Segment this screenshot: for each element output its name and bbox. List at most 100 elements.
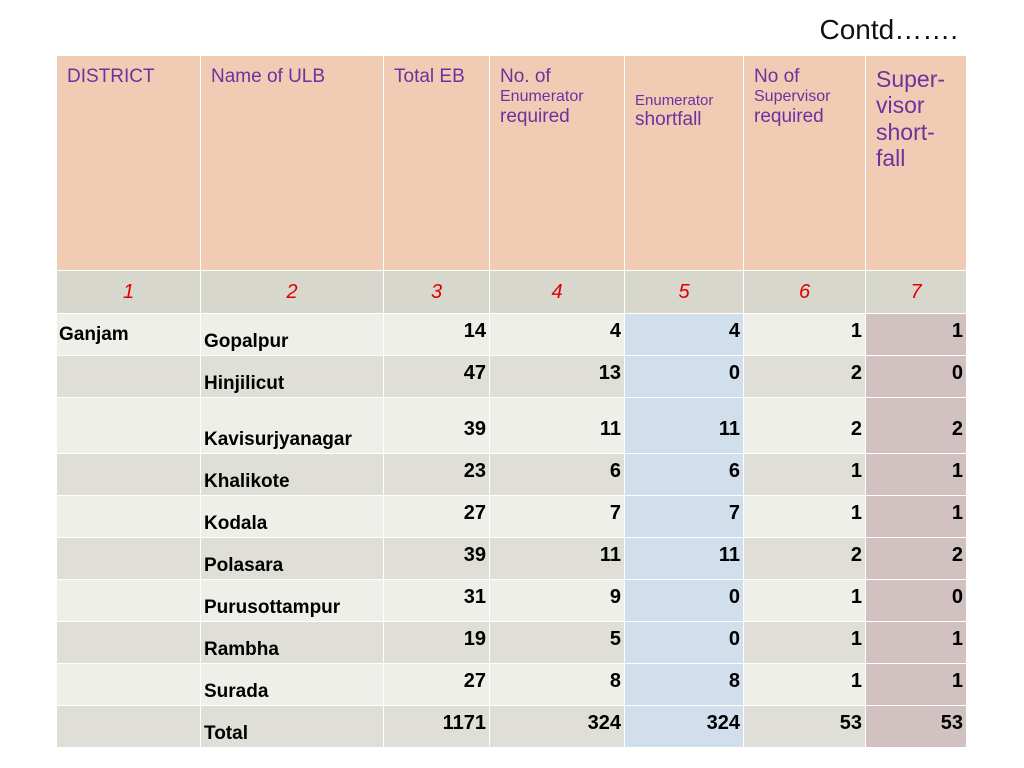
supervisor-required-cell: 2 [743, 397, 866, 454]
header-supervisor-required-line3: required [754, 106, 824, 128]
district-cell [56, 663, 201, 706]
table-row: Khalikote 23 6 6 1 1 [56, 453, 967, 496]
enumerator-required-cell: 13 [489, 355, 625, 398]
enumerator-required-cell: 4 [489, 313, 625, 356]
district-cell [56, 453, 201, 496]
column-number-row: 1 2 3 4 5 6 7 [56, 270, 967, 314]
header-enumerator-shortfall-line1: Enumerator [635, 92, 714, 109]
table-row: Kavisurjyanagar 39 11 11 2 2 [56, 397, 967, 454]
ulb-name: Rambha [204, 639, 279, 660]
supervisor-required-cell: 1 [743, 663, 866, 706]
table-row: Purusottampur 31 9 0 1 0 [56, 579, 967, 622]
enumerator-required-cell: 5 [489, 621, 625, 664]
ulb-enumerator-table: DISTRICT Name of ULB Total EB No. of Enu… [56, 55, 967, 748]
ulb-name: Surada [204, 681, 269, 702]
column-number: 3 [383, 270, 490, 314]
total-label: Total [204, 723, 248, 744]
continued-label: Contd……. [819, 14, 959, 45]
supervisor-shortfall-cell: 1 [865, 663, 967, 706]
supervisor-required-cell: 1 [743, 313, 866, 356]
ulb-name: Khalikote [204, 471, 290, 492]
header-supervisor-shortfall-line2: visor [876, 92, 925, 119]
column-number: 4 [489, 270, 625, 314]
column-number: 7 [865, 270, 967, 314]
enumerator-required-cell: 11 [489, 537, 625, 580]
ulb-name-cell: Polasara [200, 537, 384, 580]
total-eb-cell: 23 [383, 453, 490, 496]
total-eb-cell: 19 [383, 621, 490, 664]
header-district: DISTRICT [56, 55, 201, 271]
table-row: Ganjam Gopalpur 14 4 4 1 1 [56, 313, 967, 356]
ulb-name-cell: Hinjilicut [200, 355, 384, 398]
supervisor-shortfall-cell: 1 [865, 313, 967, 356]
column-number: 2 [200, 270, 384, 314]
column-number: 1 [56, 270, 201, 314]
enumerator-shortfall-cell: 7 [624, 495, 744, 538]
header-name-of-ulb: Name of ULB [200, 55, 384, 271]
enumerator-required-cell: 11 [489, 397, 625, 454]
enumerator-shortfall-cell: 6 [624, 453, 744, 496]
supervisor-required-cell: 1 [743, 621, 866, 664]
ulb-name-cell: Rambha [200, 621, 384, 664]
ulb-name-cell: Gopalpur [200, 313, 384, 356]
ulb-name-cell: Total [200, 705, 384, 748]
total-eb-cell: 39 [383, 537, 490, 580]
ulb-name-cell: Kavisurjyanagar [200, 397, 384, 454]
supervisor-required-cell: 53 [743, 705, 866, 748]
district-label: Ganjam [59, 323, 129, 345]
district-cell [56, 621, 201, 664]
header-enumerator-required: No. of Enumerator required [489, 55, 625, 271]
enumerator-required-cell: 9 [489, 579, 625, 622]
supervisor-shortfall-cell: 0 [865, 355, 967, 398]
total-eb-cell: 31 [383, 579, 490, 622]
table-row: Surada 27 8 8 1 1 [56, 663, 967, 706]
supervisor-required-cell: 1 [743, 495, 866, 538]
ulb-name: Kodala [204, 513, 268, 534]
enumerator-shortfall-cell: 8 [624, 663, 744, 706]
header-total-eb: Total EB [383, 55, 490, 271]
column-number: 6 [743, 270, 866, 314]
header-supervisor-shortfall-line1: Super- [876, 66, 946, 92]
total-eb-cell: 27 [383, 663, 490, 706]
ulb-name: Gopalpur [204, 331, 289, 352]
district-cell [56, 537, 201, 580]
district-cell [56, 397, 201, 454]
ulb-name-cell: Kodala [200, 495, 384, 538]
header-supervisor-shortfall: Super- visor short- fall [865, 55, 967, 271]
enumerator-required-cell: 7 [489, 495, 625, 538]
supervisor-required-cell: 1 [743, 453, 866, 496]
enumerator-required-cell: 6 [489, 453, 625, 496]
enumerator-required-cell: 8 [489, 663, 625, 706]
ulb-name: Hinjilicut [204, 373, 285, 394]
district-cell [56, 495, 201, 538]
enumerator-shortfall-cell: 0 [624, 579, 744, 622]
header-enumerator-shortfall: Enumerator shortfall [624, 55, 744, 271]
table-row: Polasara 39 11 11 2 2 [56, 537, 967, 580]
header-supervisor-required-line2: Supervisor [754, 87, 831, 105]
district-cell [56, 579, 201, 622]
table-row: Rambha 19 5 0 1 1 [56, 621, 967, 664]
ulb-name-cell: Khalikote [200, 453, 384, 496]
ulb-name-cell: Purusottampur [200, 579, 384, 622]
supervisor-shortfall-cell: 1 [865, 453, 967, 496]
district-cell [56, 355, 201, 398]
header-name-of-ulb-label: Name of ULB [211, 66, 326, 87]
supervisor-required-cell: 1 [743, 579, 866, 622]
enumerator-shortfall-cell: 11 [624, 537, 744, 580]
total-eb-cell: 1171 [383, 705, 490, 748]
total-eb-cell: 27 [383, 495, 490, 538]
district-cell: Ganjam [56, 313, 201, 356]
header-supervisor-required-line1: No of [754, 66, 800, 87]
column-number: 5 [624, 270, 744, 314]
header-supervisor-shortfall-line3: short- [876, 118, 935, 145]
district-cell [56, 705, 201, 748]
supervisor-shortfall-cell: 0 [865, 579, 967, 622]
ulb-name: Purusottampur [204, 597, 341, 618]
enumerator-shortfall-cell: 4 [624, 313, 744, 356]
enumerator-required-cell: 324 [489, 705, 625, 748]
total-eb-cell: 39 [383, 397, 490, 454]
total-eb-cell: 47 [383, 355, 490, 398]
header-enumerator-required-line3: required [500, 106, 570, 128]
table-row: Hinjilicut 47 13 0 2 0 [56, 355, 967, 398]
